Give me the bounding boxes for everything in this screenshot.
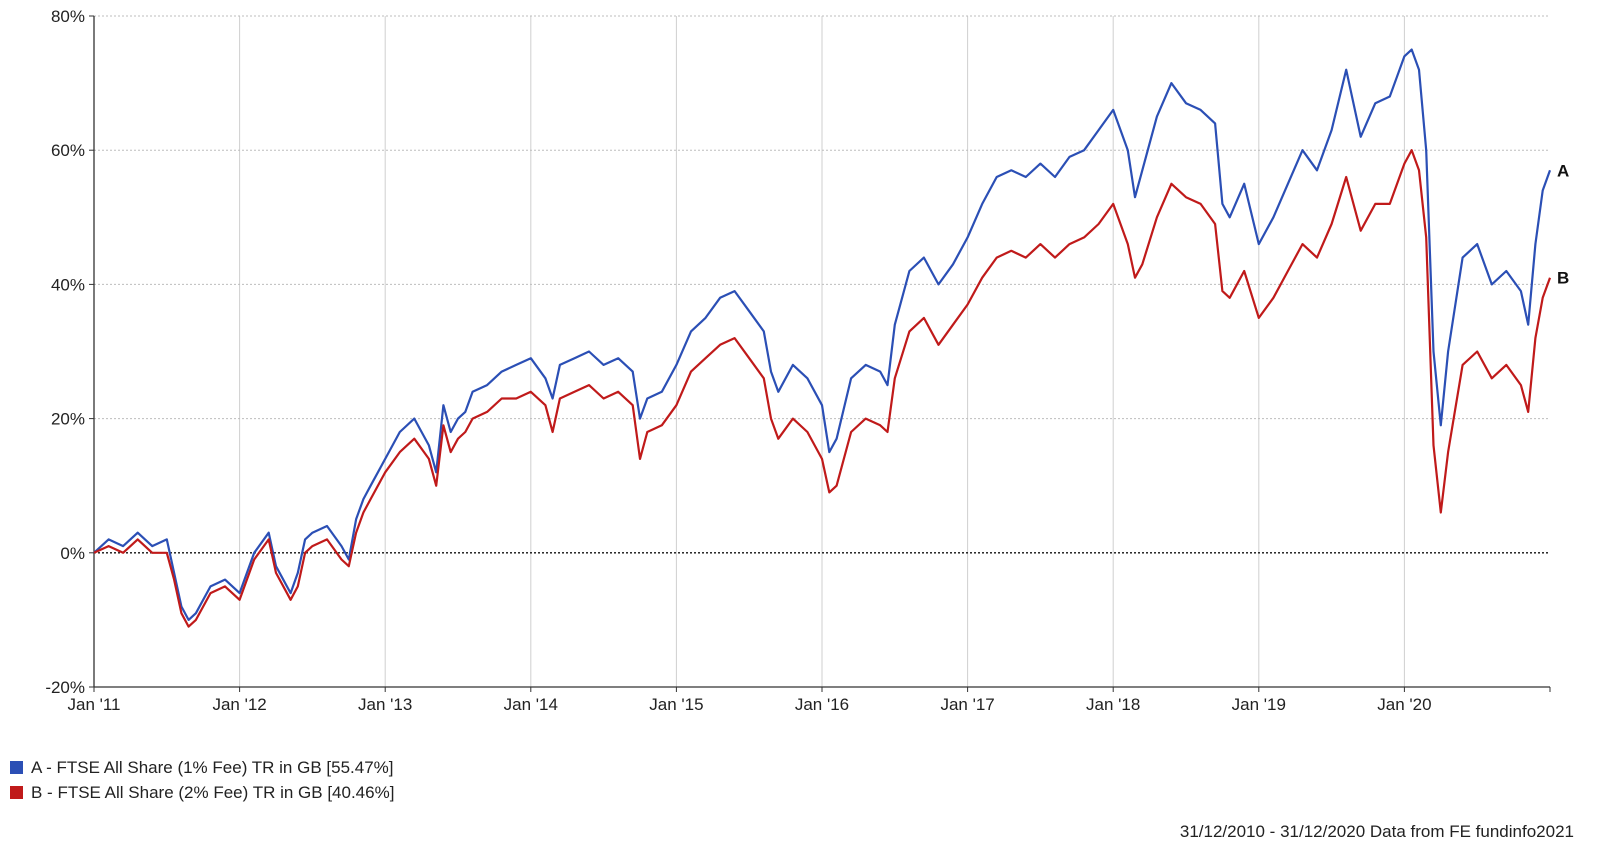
- legend-item-b: B - FTSE All Share (2% Fee) TR in GB [40…: [10, 780, 394, 805]
- y-tick-label: -20%: [45, 678, 85, 697]
- legend-swatch-a: [10, 761, 23, 774]
- series-end-label-b: B: [1557, 269, 1569, 288]
- y-tick-label: 60%: [51, 141, 85, 160]
- x-tick-label: Jan '11: [67, 695, 120, 714]
- legend: A - FTSE All Share (1% Fee) TR in GB [55…: [10, 755, 394, 805]
- series-end-label-a: A: [1557, 161, 1569, 180]
- legend-swatch-b: [10, 786, 23, 799]
- legend-label-a: A - FTSE All Share (1% Fee) TR in GB [55…: [31, 758, 394, 777]
- x-tick-label: Jan '18: [1086, 695, 1140, 714]
- y-tick-label: 80%: [51, 7, 85, 26]
- x-tick-label: Jan '14: [504, 695, 558, 714]
- source-footer: 31/12/2010 - 31/12/2020 Data from FE fun…: [1179, 822, 1574, 841]
- y-tick-label: 0%: [60, 544, 85, 563]
- x-tick-label: Jan '16: [795, 695, 849, 714]
- series-line-b: [93, 149, 1552, 628]
- x-tick-label: Jan '17: [940, 695, 994, 714]
- legend-label-b: B - FTSE All Share (2% Fee) TR in GB [40…: [31, 783, 395, 802]
- legend-item-a: A - FTSE All Share (1% Fee) TR in GB [55…: [10, 755, 394, 780]
- x-tick-label: Jan '19: [1232, 695, 1286, 714]
- x-tick-label: Jan '12: [212, 695, 266, 714]
- series-line-a: [93, 48, 1552, 621]
- x-tick-label: Jan '13: [358, 695, 412, 714]
- x-tick-label: Jan '20: [1377, 695, 1431, 714]
- y-tick-label: 40%: [51, 275, 85, 294]
- x-tick-label: Jan '15: [649, 695, 703, 714]
- y-tick-label: 20%: [51, 410, 85, 429]
